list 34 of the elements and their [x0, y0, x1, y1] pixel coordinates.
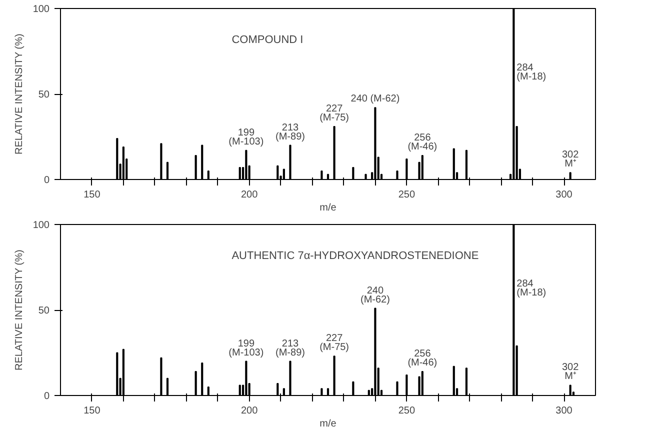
annotation: 302 M⁺	[562, 362, 580, 382]
annotation: 227 (M-75)	[320, 103, 350, 124]
annotation: 284 (M-18)	[516, 62, 546, 82]
annotation: 213 (M-89)	[276, 338, 305, 358]
x-tick-label: 200	[240, 190, 258, 200]
annotation: 199 (M-103)	[228, 127, 264, 148]
annotation: 302 M⁺	[562, 150, 580, 170]
annotation: 199 (M-103)	[228, 338, 264, 358]
x-tick-label: 200	[240, 406, 258, 416]
text: AUTHENTIC 7α-HYDROXYANDROSTENEDIONE	[232, 250, 479, 262]
y-tick-label: 50	[38, 90, 50, 100]
x-axis-title: m/e	[320, 202, 337, 214]
y-tick-label: 100	[32, 220, 50, 231]
text: COMPOUND I	[232, 34, 304, 46]
y-tick-label: 100	[32, 4, 50, 15]
y-tick-label: 50	[38, 306, 50, 316]
x-tick-label: 300	[556, 190, 573, 200]
annotation: 256 (M-46)	[408, 348, 438, 369]
x-tick-label: 150	[84, 190, 101, 200]
annotation: 256 (M-46)	[408, 132, 438, 153]
x-axis-title: m/e	[320, 418, 337, 430]
y-tick-label: 0	[44, 175, 50, 186]
y-axis-title: RELATIVE INTENSITY (%)	[14, 34, 25, 154]
x-tick-label: 150	[84, 406, 101, 416]
annotation: 227 (M-75)	[320, 333, 350, 354]
x-tick-label: 250	[398, 406, 416, 416]
annotation: 240 (M-62)	[360, 285, 390, 306]
x-tick-label: 250	[398, 190, 416, 200]
annotation: 240 (M-62)	[350, 94, 400, 105]
annotation: 213 (M-89)	[276, 122, 305, 142]
y-axis-title: RELATIVE INTENSITY (%)	[14, 250, 25, 370]
y-tick-label: 0	[44, 391, 50, 402]
annotation: 284 (M-18)	[516, 278, 546, 298]
x-tick-label: 300	[556, 406, 573, 416]
